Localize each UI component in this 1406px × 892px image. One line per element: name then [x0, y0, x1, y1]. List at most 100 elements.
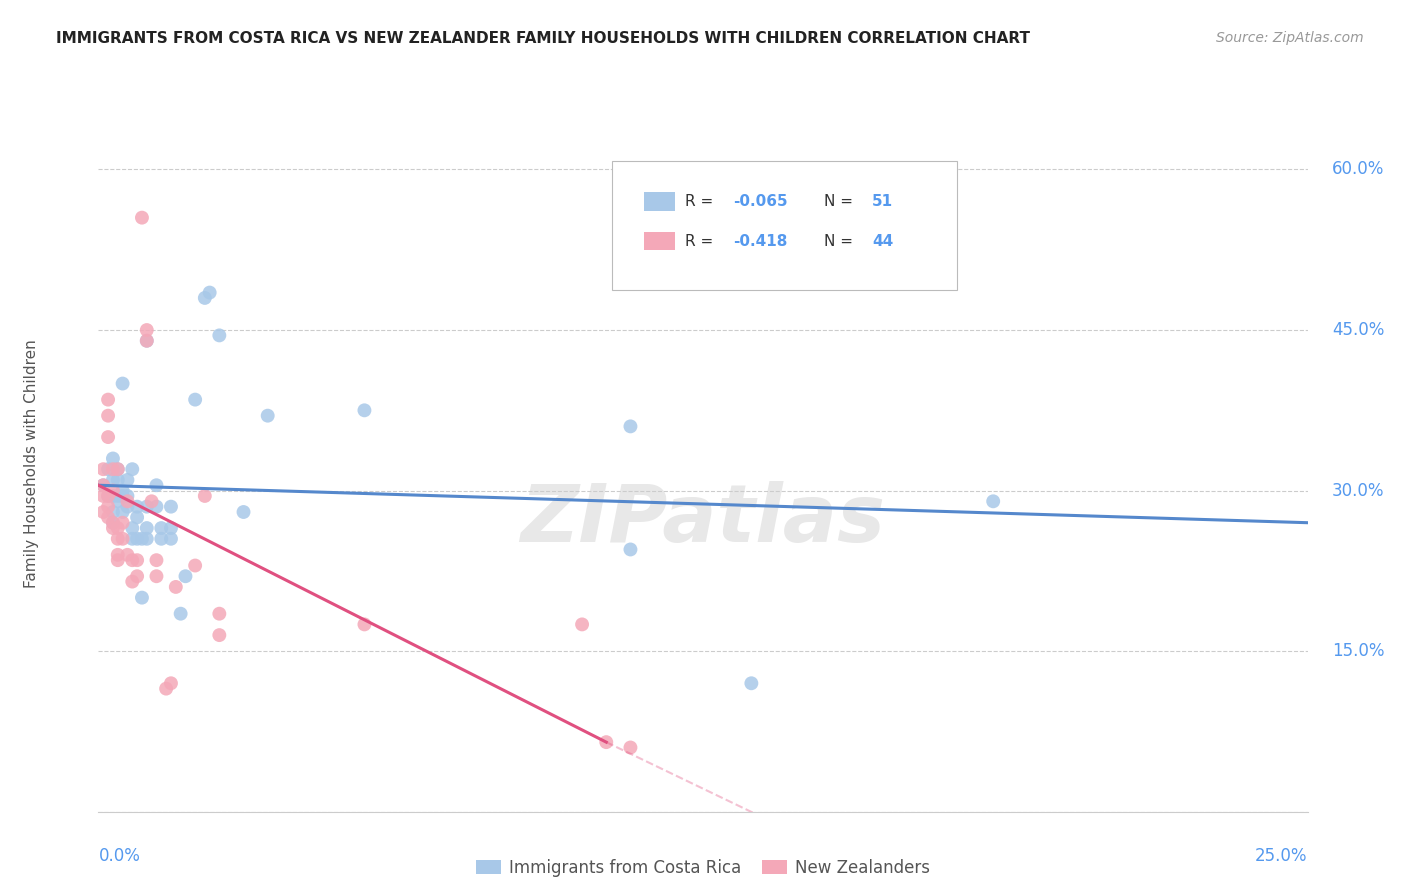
Text: Family Households with Children: Family Households with Children — [24, 340, 39, 588]
Point — [169, 607, 191, 621]
Point — [117, 489, 139, 503]
Point — [981, 494, 1004, 508]
Point — [111, 376, 134, 391]
Point — [165, 580, 187, 594]
Point — [107, 489, 129, 503]
FancyBboxPatch shape — [612, 161, 957, 290]
Point — [117, 548, 139, 562]
Point — [97, 462, 120, 476]
Point — [141, 494, 163, 508]
Text: 25.0%: 25.0% — [1256, 847, 1308, 864]
Point — [740, 676, 762, 690]
Point — [135, 334, 157, 348]
Text: 30.0%: 30.0% — [1331, 482, 1385, 500]
Point — [135, 334, 157, 348]
Point — [97, 510, 120, 524]
Point — [101, 505, 124, 519]
Point — [155, 681, 177, 696]
Point — [121, 462, 143, 476]
Point — [232, 505, 254, 519]
Point — [107, 521, 129, 535]
Point — [194, 291, 217, 305]
Point — [107, 553, 129, 567]
Point — [150, 532, 173, 546]
Point — [107, 532, 129, 546]
Point — [91, 478, 114, 492]
Point — [595, 735, 617, 749]
Text: 0.0%: 0.0% — [98, 847, 141, 864]
Text: Source: ZipAtlas.com: Source: ZipAtlas.com — [1216, 31, 1364, 45]
Point — [160, 500, 183, 514]
Point — [107, 473, 129, 487]
Text: -0.065: -0.065 — [734, 194, 787, 209]
Text: 45.0%: 45.0% — [1331, 321, 1384, 339]
Point — [145, 500, 167, 514]
Point — [135, 521, 157, 535]
Text: 44: 44 — [872, 234, 894, 249]
Legend: Immigrants from Costa Rica, New Zealanders: Immigrants from Costa Rica, New Zealande… — [470, 852, 936, 883]
Point — [97, 392, 120, 407]
Text: 60.0%: 60.0% — [1331, 161, 1384, 178]
Point — [127, 500, 149, 514]
Text: -0.418: -0.418 — [734, 234, 787, 249]
Point — [131, 211, 153, 225]
Point — [111, 516, 134, 530]
Point — [571, 617, 593, 632]
Text: N =: N = — [824, 234, 858, 249]
Point — [353, 617, 375, 632]
Point — [145, 478, 167, 492]
Point — [101, 521, 124, 535]
Point — [121, 532, 143, 546]
Point — [107, 462, 129, 476]
Point — [135, 323, 157, 337]
FancyBboxPatch shape — [644, 232, 675, 251]
Point — [97, 430, 120, 444]
Point — [101, 462, 124, 476]
Point — [97, 409, 120, 423]
Point — [619, 542, 641, 557]
Point — [97, 500, 120, 514]
Point — [111, 505, 134, 519]
Point — [121, 553, 143, 567]
Point — [131, 532, 153, 546]
Point — [101, 473, 124, 487]
Point — [184, 558, 207, 573]
Point — [107, 548, 129, 562]
Text: 51: 51 — [872, 194, 893, 209]
Point — [121, 574, 143, 589]
Text: R =: R = — [685, 234, 718, 249]
Point — [117, 500, 139, 514]
Point — [127, 553, 149, 567]
Point — [111, 483, 134, 498]
Point — [97, 489, 120, 503]
Point — [101, 516, 124, 530]
Point — [353, 403, 375, 417]
Point — [131, 591, 153, 605]
Point — [619, 419, 641, 434]
Point — [145, 569, 167, 583]
Point — [150, 521, 173, 535]
Point — [619, 740, 641, 755]
Point — [160, 521, 183, 535]
Text: R =: R = — [685, 194, 718, 209]
Point — [111, 489, 134, 503]
Point — [107, 494, 129, 508]
Text: ZIPatlas: ZIPatlas — [520, 481, 886, 558]
Text: IMMIGRANTS FROM COSTA RICA VS NEW ZEALANDER FAMILY HOUSEHOLDS WITH CHILDREN CORR: IMMIGRANTS FROM COSTA RICA VS NEW ZEALAN… — [56, 31, 1031, 46]
Point — [127, 569, 149, 583]
Point — [184, 392, 207, 407]
Point — [117, 473, 139, 487]
Point — [111, 532, 134, 546]
Point — [91, 478, 114, 492]
Point — [101, 516, 124, 530]
Point — [117, 494, 139, 508]
Point — [101, 489, 124, 503]
Text: N =: N = — [824, 194, 858, 209]
Point — [101, 483, 124, 498]
Point — [256, 409, 278, 423]
Point — [208, 607, 231, 621]
Point — [91, 505, 114, 519]
Point — [145, 553, 167, 567]
Point — [208, 328, 231, 343]
Point — [97, 489, 120, 503]
